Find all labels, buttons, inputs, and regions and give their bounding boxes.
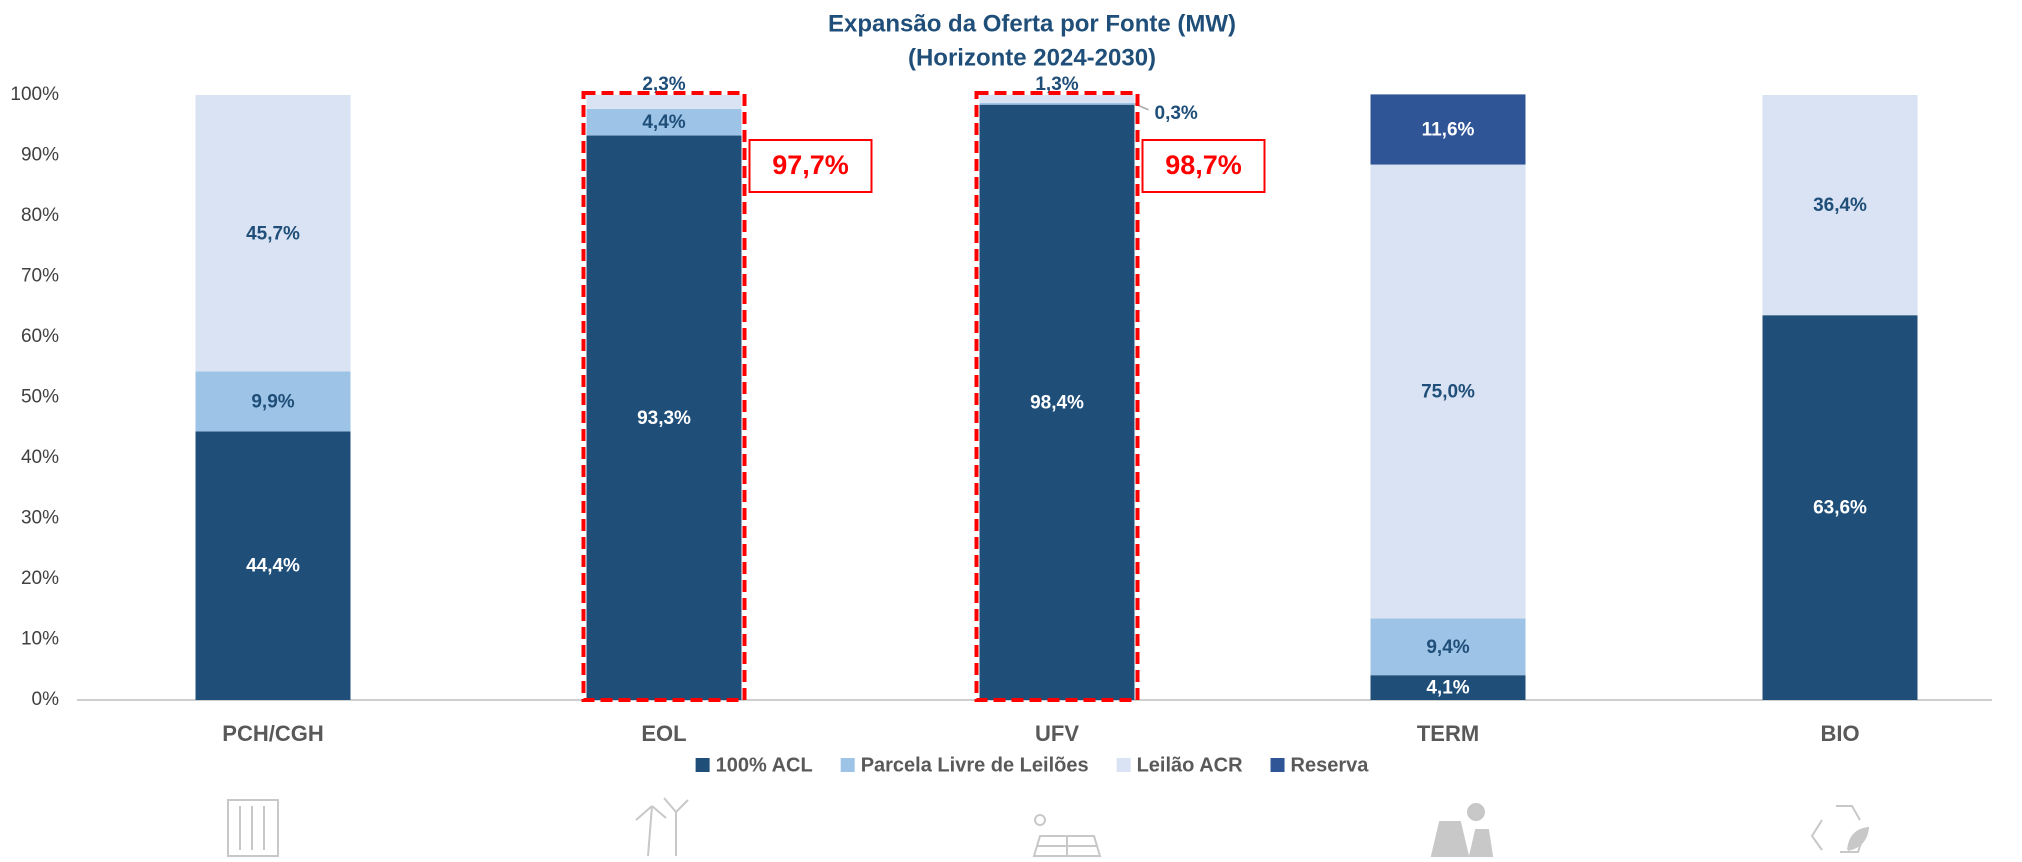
x-tick-label: TERM — [1417, 721, 1479, 746]
bar-segment — [1370, 94, 1526, 165]
legend-label: Reserva — [1291, 754, 1370, 776]
annotation-box — [1141, 139, 1266, 193]
x-tick-label: EOL — [641, 721, 686, 746]
value-label: 4,4% — [642, 112, 685, 133]
bar-segment — [586, 135, 742, 700]
chart-title: Expansão da Oferta por Fonte (MW) — [828, 10, 1236, 37]
highlight-box — [974, 91, 1140, 702]
y-tick-label: 50% — [21, 387, 59, 408]
annotation: 98,7% — [1165, 150, 1242, 180]
y-tick-label: 90% — [21, 145, 59, 166]
legend-label: Parcela Livre de Leilões — [861, 754, 1089, 776]
legend-label: Leilão ACR — [1137, 754, 1243, 776]
wind-icon — [635, 797, 689, 857]
bar-segment — [1762, 315, 1918, 700]
bar-segment — [979, 104, 1135, 701]
value-label: 45,7% — [246, 223, 300, 244]
chart-subtitle: (Horizonte 2024-2030) — [908, 44, 1156, 71]
icons — [227, 797, 1870, 857]
legend-swatch — [840, 758, 855, 772]
bio-icon — [1810, 805, 1870, 853]
x-tick-label: UFV — [1035, 721, 1079, 746]
y-tick-label: 10% — [21, 629, 59, 650]
value-label: 0,3% — [1155, 103, 1198, 124]
legend-swatch — [1116, 758, 1131, 772]
bar-segment — [586, 95, 742, 109]
legend-label: 100% ACL — [716, 754, 813, 776]
value-label: 75,0% — [1421, 381, 1475, 402]
value-label: 63,6% — [1813, 498, 1867, 519]
value-label: 36,4% — [1813, 195, 1867, 216]
bar-segment — [1370, 618, 1526, 676]
y-tick-label: 60% — [21, 326, 59, 347]
bar-segment — [195, 95, 351, 372]
y-tick-label: 70% — [21, 266, 59, 287]
x-tick-label: PCH/CGH — [222, 721, 323, 746]
y-tick-label: 20% — [21, 568, 59, 589]
y-tick-label: 80% — [21, 205, 59, 226]
bar-segment — [586, 108, 742, 136]
legend-swatch — [695, 758, 710, 772]
y-tick-label: 40% — [21, 447, 59, 468]
value-label: 9,9% — [251, 391, 294, 412]
bar-segment — [1370, 675, 1526, 700]
y-tick-label: 30% — [21, 508, 59, 529]
thermal-icon — [1430, 803, 1494, 857]
value-label: 9,4% — [1426, 637, 1469, 658]
value-label: 44,4% — [246, 556, 300, 577]
highlight-box — [581, 91, 747, 702]
legend-swatch — [1270, 758, 1285, 772]
value-label: 4,1% — [1426, 678, 1469, 699]
bar-segment — [195, 371, 351, 432]
value-label: 93,3% — [637, 408, 691, 429]
y-tick-label: 0% — [32, 689, 60, 710]
y-tick-label: 100% — [10, 84, 59, 105]
legend: 100% ACL Parcela Livre de Leilões Leilão A… — [695, 754, 1370, 776]
annotation-box — [748, 139, 873, 193]
value-label: 2,3% — [642, 74, 685, 95]
bar-segment — [1370, 164, 1526, 619]
x-tick-label: BIO — [1820, 721, 1859, 746]
value-label: 98,4% — [1030, 392, 1084, 413]
bar-segment — [979, 95, 1135, 103]
bar-segment — [1762, 95, 1918, 316]
value-label: 1,3% — [1035, 74, 1078, 95]
value-label: 11,6% — [1422, 120, 1475, 141]
solar-icon — [1032, 814, 1102, 857]
bar-segment — [979, 102, 1135, 105]
annotation: 97,7% — [772, 150, 849, 180]
bar-segment — [195, 431, 351, 700]
hydro-icon — [227, 799, 279, 857]
